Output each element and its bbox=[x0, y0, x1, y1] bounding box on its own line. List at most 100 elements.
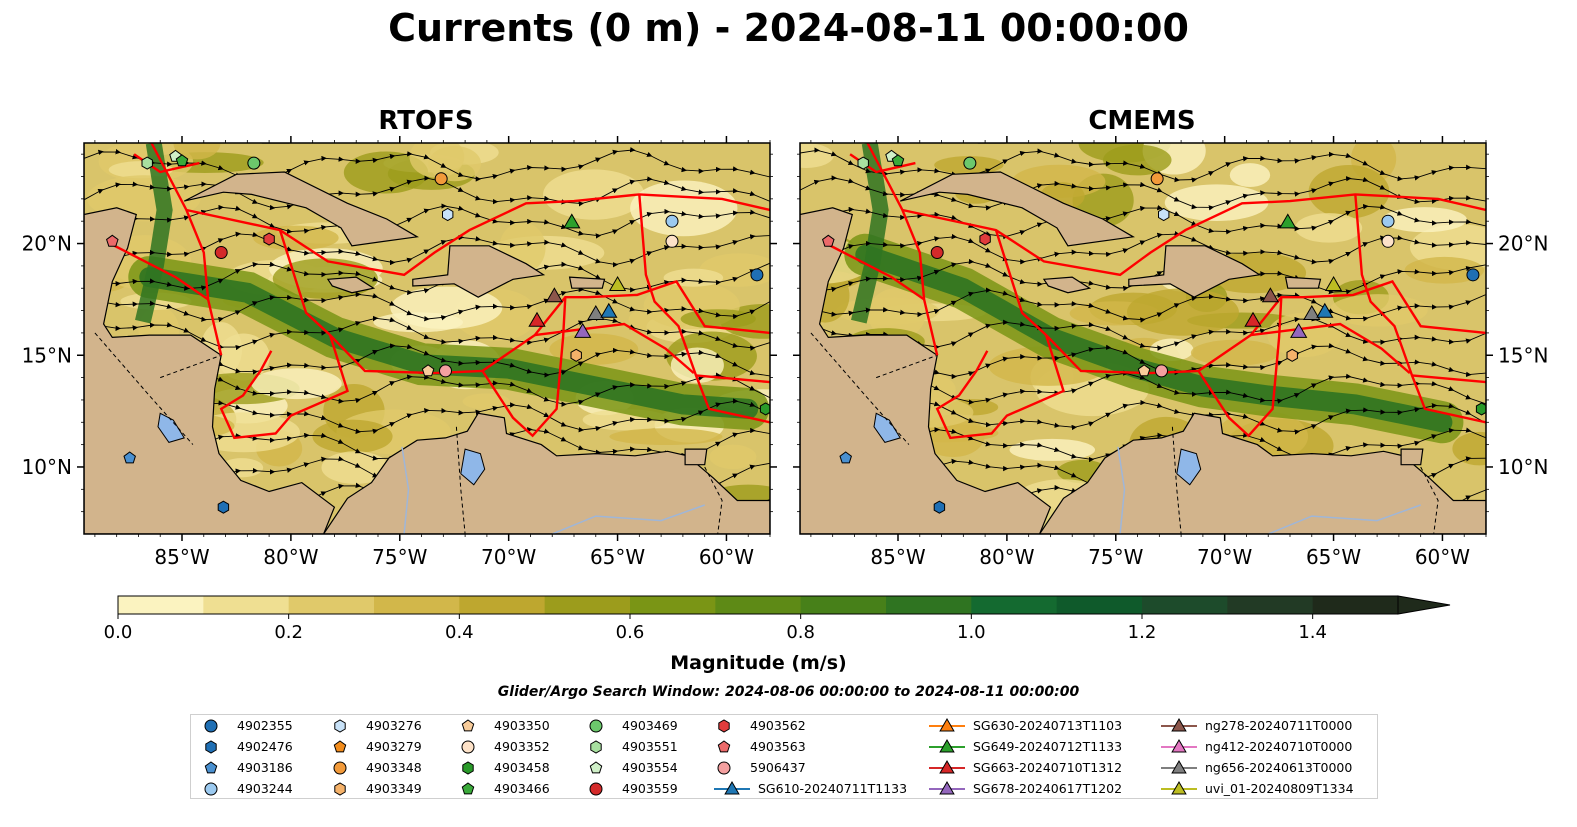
eez-boundary bbox=[638, 194, 770, 424]
lake bbox=[873, 412, 901, 443]
colorbar-tick-label: 0.0 bbox=[104, 622, 133, 643]
map-panel-cmems[interactable]: 85°W 80°W 75°W 70°W 65°W 60°W 20°N 15°N 10°N bbox=[762, 125, 1548, 569]
argo-float-4903469 bbox=[963, 156, 977, 170]
glider-SG663-20240710T1312 bbox=[528, 311, 546, 327]
colorbar-tick-label: 0.8 bbox=[786, 622, 815, 643]
lat-tick-label: 15°N bbox=[1498, 343, 1548, 367]
legend-marker bbox=[718, 719, 730, 733]
river bbox=[1267, 504, 1421, 534]
legend-marker bbox=[939, 759, 955, 774]
legend-swatch bbox=[717, 740, 731, 753]
legend-item: 4902476 bbox=[199, 738, 293, 756]
magnitude-patch bbox=[680, 309, 756, 329]
argo-float-4903469 bbox=[247, 156, 261, 170]
argo-float-4903466 bbox=[175, 154, 189, 167]
colorbar-frame bbox=[117, 595, 1399, 615]
argo-float-4903466 bbox=[891, 154, 905, 167]
country-border bbox=[1420, 466, 1439, 534]
legend-swatch bbox=[461, 782, 475, 795]
colorbar-extend-arrow bbox=[1397, 595, 1451, 615]
legend-marker bbox=[461, 782, 475, 795]
legend-label: uvi_01-20240809T1334 bbox=[1205, 780, 1354, 796]
legend-label: 4903349 bbox=[366, 780, 422, 796]
magnitude-patch bbox=[1308, 164, 1390, 219]
argo-float-4903562 bbox=[979, 232, 991, 246]
legend-item: 4903559 bbox=[584, 780, 678, 798]
legend-item: 4903244 bbox=[199, 780, 293, 798]
magnitude-patch bbox=[1229, 163, 1271, 188]
argo-float-4903563 bbox=[822, 234, 835, 247]
legend-item: ng656-20240613T0000 bbox=[1159, 759, 1352, 777]
colorbar-tick-label: 1.2 bbox=[1128, 622, 1157, 643]
country-border bbox=[1171, 426, 1182, 534]
legend-item: 4903350 bbox=[456, 717, 550, 735]
land bbox=[261, 143, 290, 144]
legend-marker bbox=[717, 740, 731, 753]
colorbar-bin bbox=[459, 596, 546, 614]
argo-float-4903186 bbox=[839, 451, 852, 464]
legend-item: SG649-20240712T1133 bbox=[927, 738, 1122, 756]
colorbar-bin bbox=[374, 596, 460, 614]
country-border bbox=[704, 466, 723, 534]
legend-swatch bbox=[929, 759, 965, 774]
map-panel-rtofs[interactable]: 85°W 80°W 75°W 70°W 65°W 60°W 20°N 15°N 10°N bbox=[22, 127, 811, 569]
legend-swatch bbox=[204, 782, 218, 796]
legend-label: 4903562 bbox=[750, 717, 806, 733]
lon-tick-label: 70°W bbox=[481, 545, 536, 569]
legend-swatch bbox=[461, 719, 475, 732]
legend-label: 4903352 bbox=[494, 738, 550, 754]
legend-swatch bbox=[717, 761, 731, 775]
magnitude-patch bbox=[1126, 288, 1239, 336]
argo-float-5906437 bbox=[439, 364, 453, 378]
legend-swatch bbox=[590, 740, 602, 754]
legend-label: 4902355 bbox=[237, 717, 293, 733]
eez-boundary bbox=[935, 334, 1065, 440]
argo-float-4903551 bbox=[141, 156, 153, 170]
legend-label: SG649-20240712T1133 bbox=[973, 738, 1123, 754]
streamline bbox=[84, 231, 770, 268]
lon-tick-label: 85°W bbox=[154, 545, 209, 569]
country-border bbox=[94, 332, 194, 445]
eez-boundary bbox=[1411, 374, 1486, 384]
legend-marker bbox=[204, 761, 218, 774]
argo-float-4903244 bbox=[1381, 214, 1395, 228]
argo-float-4903551 bbox=[857, 156, 869, 170]
panel-title-rtofs: RTOFS bbox=[378, 106, 474, 136]
legend-item: 4903562 bbox=[712, 717, 806, 735]
legend-marker bbox=[717, 761, 731, 775]
colorbar-tick-label: 0.6 bbox=[616, 622, 645, 643]
colorbar: 0.0 0.2 0.4 0.6 0.8 1.0 1.2 1.4 bbox=[104, 595, 1451, 643]
lon-tick-label: 70°W bbox=[1197, 545, 1252, 569]
legend-swatch bbox=[333, 740, 347, 753]
legend-marker bbox=[204, 719, 218, 733]
lat-tick-label: 15°N bbox=[22, 343, 72, 367]
legend-marker bbox=[204, 782, 218, 796]
legend-marker bbox=[333, 761, 347, 775]
country-border bbox=[810, 332, 910, 445]
eez-boundary bbox=[825, 242, 925, 301]
legend-swatch bbox=[1161, 738, 1197, 753]
argo-float-4903349 bbox=[570, 348, 582, 362]
magnitude-patch bbox=[251, 368, 342, 400]
land bbox=[1042, 276, 1092, 294]
legend-marker bbox=[589, 782, 603, 796]
legend-item: 4903349 bbox=[328, 780, 422, 798]
argo-float-4902355 bbox=[1466, 268, 1480, 282]
land bbox=[326, 276, 376, 294]
legend-marker bbox=[590, 740, 602, 754]
legend-marker bbox=[589, 761, 603, 774]
country-border bbox=[160, 354, 222, 379]
legend-marker bbox=[205, 740, 217, 754]
argo-float-4903563 bbox=[106, 234, 119, 247]
legend-label: ng412-20240710T0000 bbox=[1205, 738, 1353, 754]
argo-float-4903458 bbox=[759, 402, 770, 416]
glider-SG649-20240712T1133 bbox=[563, 213, 581, 229]
argo-float-4903348 bbox=[434, 172, 448, 186]
argo-float-4903352 bbox=[665, 234, 679, 248]
magnitude-patch bbox=[1190, 339, 1280, 366]
legend-marker bbox=[589, 719, 603, 733]
legend-item: SG663-20240710T1312 bbox=[927, 759, 1122, 777]
lon-tick-label: 65°W bbox=[590, 545, 645, 569]
river bbox=[401, 446, 410, 534]
legend-label: ng278-20240711T0000 bbox=[1205, 717, 1353, 733]
